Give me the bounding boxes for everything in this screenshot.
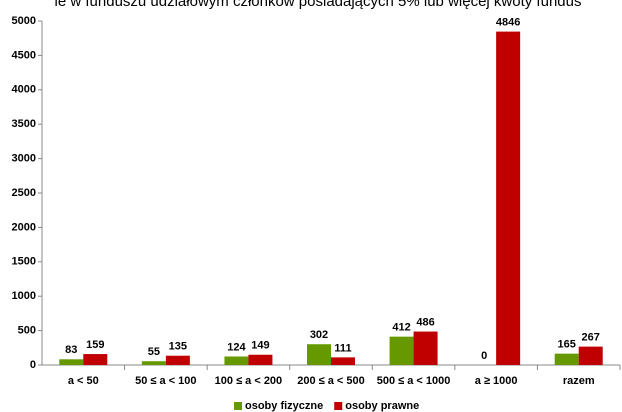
x-tick-label: 500 ≤ a < 1000 xyxy=(377,375,451,387)
data-label: 486 xyxy=(416,316,434,328)
x-tick-label: 50 ≤ a < 100 xyxy=(135,375,196,387)
data-label: 124 xyxy=(227,341,246,353)
data-label: 0 xyxy=(481,350,487,362)
bar xyxy=(59,359,84,365)
bar xyxy=(331,357,355,365)
y-tick-label: 0 xyxy=(30,359,36,371)
legend-swatch xyxy=(334,402,343,410)
legend-label: osoby prawne xyxy=(345,400,419,412)
bar xyxy=(141,361,166,365)
data-label: 83 xyxy=(65,344,77,356)
data-label: 55 xyxy=(148,346,160,358)
data-label: 111 xyxy=(334,342,351,354)
bar xyxy=(413,331,438,365)
data-label: 4846 xyxy=(496,17,520,29)
bar xyxy=(224,356,249,365)
y-tick-label: 2500 xyxy=(12,187,36,199)
y-tick-label: 4000 xyxy=(12,84,36,96)
chart-title: ie w funduszu udziałowym członków posiad… xyxy=(55,0,582,10)
bar xyxy=(248,354,273,365)
y-tick-label: 4500 xyxy=(12,49,36,61)
x-tick-label: a ≥ 1000 xyxy=(475,375,518,387)
bar xyxy=(83,354,108,365)
y-tick-label: 5000 xyxy=(12,15,36,27)
bar xyxy=(389,336,414,365)
bar xyxy=(307,344,331,365)
data-label: 267 xyxy=(582,332,600,344)
bar xyxy=(578,346,603,365)
y-tick-label: 3000 xyxy=(12,153,36,165)
bar xyxy=(496,31,521,365)
y-tick-label: 2000 xyxy=(12,221,36,233)
y-tick-label: 1500 xyxy=(12,256,36,268)
legend-label: osoby fizyczne xyxy=(245,400,323,412)
data-label: 412 xyxy=(392,322,410,334)
x-tick-label: a < 50 xyxy=(68,375,99,387)
y-tick-label: 1000 xyxy=(12,290,36,302)
x-tick-label: 100 ≤ a < 200 xyxy=(215,375,283,387)
y-tick-label: 3500 xyxy=(12,118,36,130)
data-label: 135 xyxy=(169,341,187,353)
data-label: 149 xyxy=(251,340,269,352)
data-label: 159 xyxy=(86,339,104,351)
legend-swatch xyxy=(234,402,242,410)
x-tick-label: razem xyxy=(563,375,595,387)
data-label: 302 xyxy=(310,329,328,341)
bar xyxy=(554,353,579,365)
bar xyxy=(165,355,190,365)
x-tick-label: 200 ≤ a < 500 xyxy=(297,375,365,387)
data-label: 165 xyxy=(558,339,576,351)
y-tick-label: 500 xyxy=(18,325,36,337)
